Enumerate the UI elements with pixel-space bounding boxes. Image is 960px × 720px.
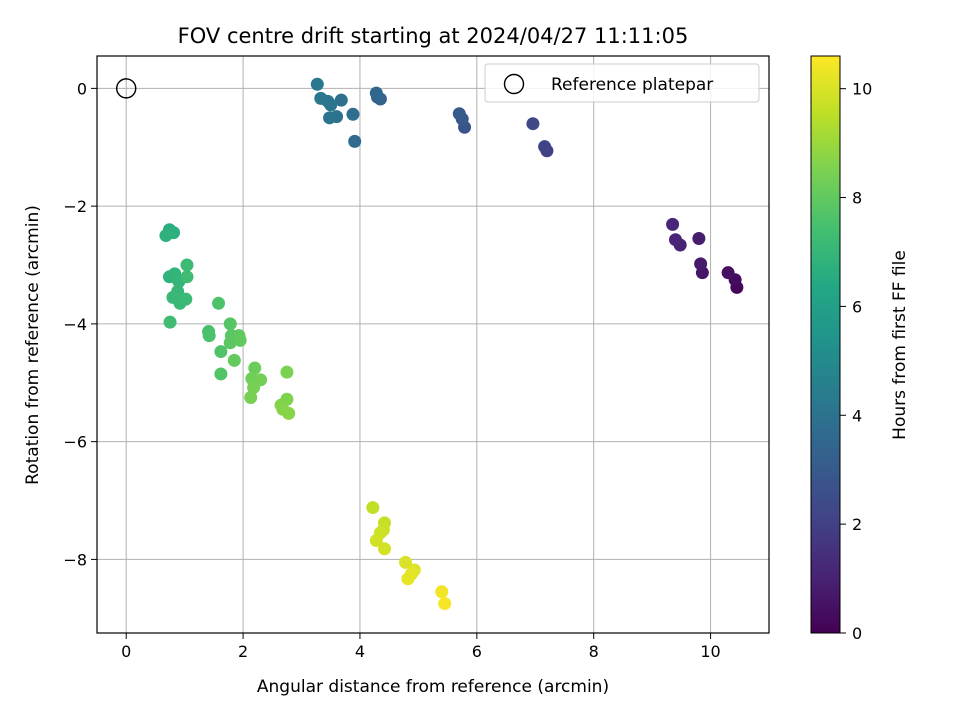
- data-point: [244, 390, 258, 404]
- data-point: [538, 140, 552, 154]
- data-point: [369, 86, 383, 100]
- data-point: [399, 555, 413, 569]
- colorbar-ticks: 0 2 4 6 8 10: [840, 80, 872, 643]
- data-point: [247, 380, 261, 394]
- colorbar-gradient: [810, 55, 841, 634]
- data-point: [435, 585, 449, 599]
- legend-label: Reference platepar: [551, 75, 713, 95]
- data-point: [212, 296, 226, 310]
- data-point: [202, 329, 216, 343]
- y-tick-label: 0: [77, 79, 87, 98]
- y-tick-label: −8: [63, 550, 87, 569]
- data-point: [233, 333, 247, 347]
- data-point: [666, 217, 680, 231]
- data-point: [721, 266, 735, 280]
- data-point: [159, 229, 173, 243]
- legend-box: [484, 63, 760, 103]
- colorbar-tick-label: 2: [852, 515, 862, 534]
- legend-marker-icon: [503, 73, 525, 95]
- data-point: [452, 107, 466, 121]
- data-point: [369, 534, 383, 548]
- data-point: [334, 93, 348, 107]
- colorbar-label: Hours from first FF file: [890, 250, 910, 440]
- data-point: [179, 292, 193, 306]
- y-tick-label: −6: [63, 433, 87, 452]
- colorbar-tick-label: 6: [852, 297, 862, 316]
- colorbar-tick-label: 0: [852, 624, 862, 643]
- data-point: [280, 365, 294, 379]
- legend: Reference platepar: [484, 63, 760, 103]
- data-point: [694, 257, 708, 271]
- data-point: [401, 572, 415, 586]
- data-point: [669, 233, 683, 247]
- colorbar-tick-label: 4: [852, 406, 862, 425]
- data-point: [223, 336, 237, 350]
- data-point: [346, 107, 360, 121]
- x-tick-label: 6: [472, 642, 482, 661]
- x-tick-label: 2: [238, 642, 248, 661]
- data-point: [323, 111, 337, 125]
- data-point: [223, 317, 237, 331]
- data-point: [214, 345, 228, 359]
- x-tick-label: 0: [121, 642, 131, 661]
- x-axis-ticks: 0 2 4 6 8 10: [121, 633, 721, 661]
- data-point: [438, 597, 452, 611]
- data-point: [692, 232, 706, 246]
- data-point: [314, 91, 328, 105]
- x-axis-label: Angular distance from reference (arcmin): [257, 677, 609, 697]
- data-point: [310, 77, 324, 91]
- y-tick-label: −2: [63, 197, 87, 216]
- chart-title: FOV centre drift starting at 2024/04/27 …: [178, 24, 689, 48]
- colorbar-tick-label: 10: [852, 80, 872, 99]
- data-point: [526, 117, 540, 131]
- grid-lines: [97, 56, 769, 633]
- data-point: [366, 501, 380, 515]
- plot-frame: [96, 55, 770, 634]
- reference-platepar-marker: [116, 78, 137, 99]
- data-point: [248, 361, 262, 375]
- data-point: [180, 258, 194, 272]
- y-tick-label: −4: [63, 315, 87, 334]
- y-axis-ticks: 0 −2 −4 −6 −8: [63, 79, 97, 569]
- data-point: [348, 134, 362, 148]
- data-point: [227, 353, 241, 367]
- data-points: [159, 77, 744, 611]
- colorbar: 0 2 4 6 8 10 Hours from first FF file: [810, 55, 910, 643]
- data-point: [214, 367, 228, 381]
- data-point: [180, 270, 194, 284]
- x-tick-label: 8: [589, 642, 599, 661]
- data-point: [282, 406, 296, 420]
- y-axis-label: Rotation from reference (arcmin): [23, 205, 43, 485]
- data-point: [377, 542, 391, 556]
- x-tick-label: 10: [700, 642, 720, 661]
- x-tick-label: 4: [355, 642, 365, 661]
- colorbar-tick-label: 8: [852, 189, 862, 208]
- data-point: [163, 315, 177, 329]
